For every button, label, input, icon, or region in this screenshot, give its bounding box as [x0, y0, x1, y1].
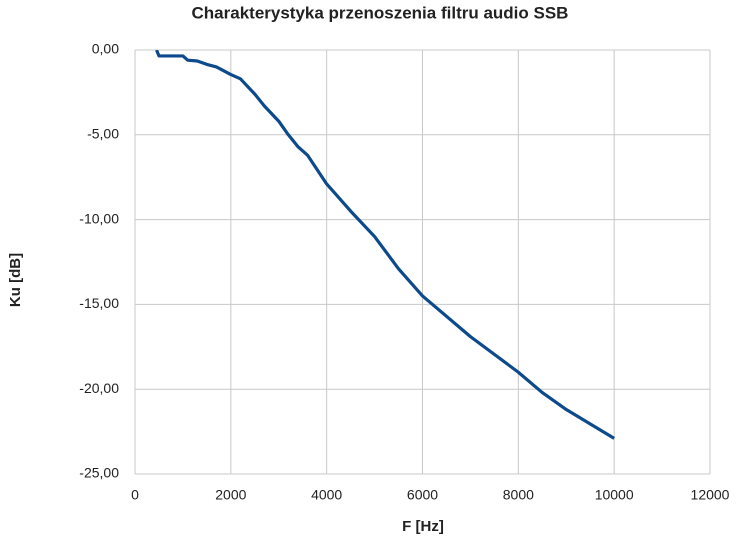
x-tick-label: 10000: [595, 487, 634, 503]
y-tick-label: -5,00: [87, 126, 119, 142]
x-tick-label: 8000: [503, 487, 534, 503]
data-line: [155, 50, 615, 440]
plot-area: [155, 50, 615, 440]
x-tick-label: 6000: [407, 487, 438, 503]
grid: [134, 49, 711, 475]
y-tick-label: -20,00: [79, 380, 119, 396]
chart-title: Charakterystyka przenoszenia filtru audi…: [192, 3, 569, 22]
x-tick-label: 2000: [215, 487, 246, 503]
x-axis-label: F [Hz]: [402, 518, 444, 535]
y-tick-label: -10,00: [79, 210, 119, 226]
x-tick-label: 0: [131, 487, 139, 503]
y-axis-label: Ku [dB]: [7, 253, 24, 307]
y-tick-label: -15,00: [79, 295, 119, 311]
x-tick-label: 4000: [311, 487, 342, 503]
x-tick-label: 12000: [691, 487, 730, 503]
y-tick-label: 0,00: [92, 41, 119, 57]
y-tick-label: -25,00: [79, 465, 119, 481]
